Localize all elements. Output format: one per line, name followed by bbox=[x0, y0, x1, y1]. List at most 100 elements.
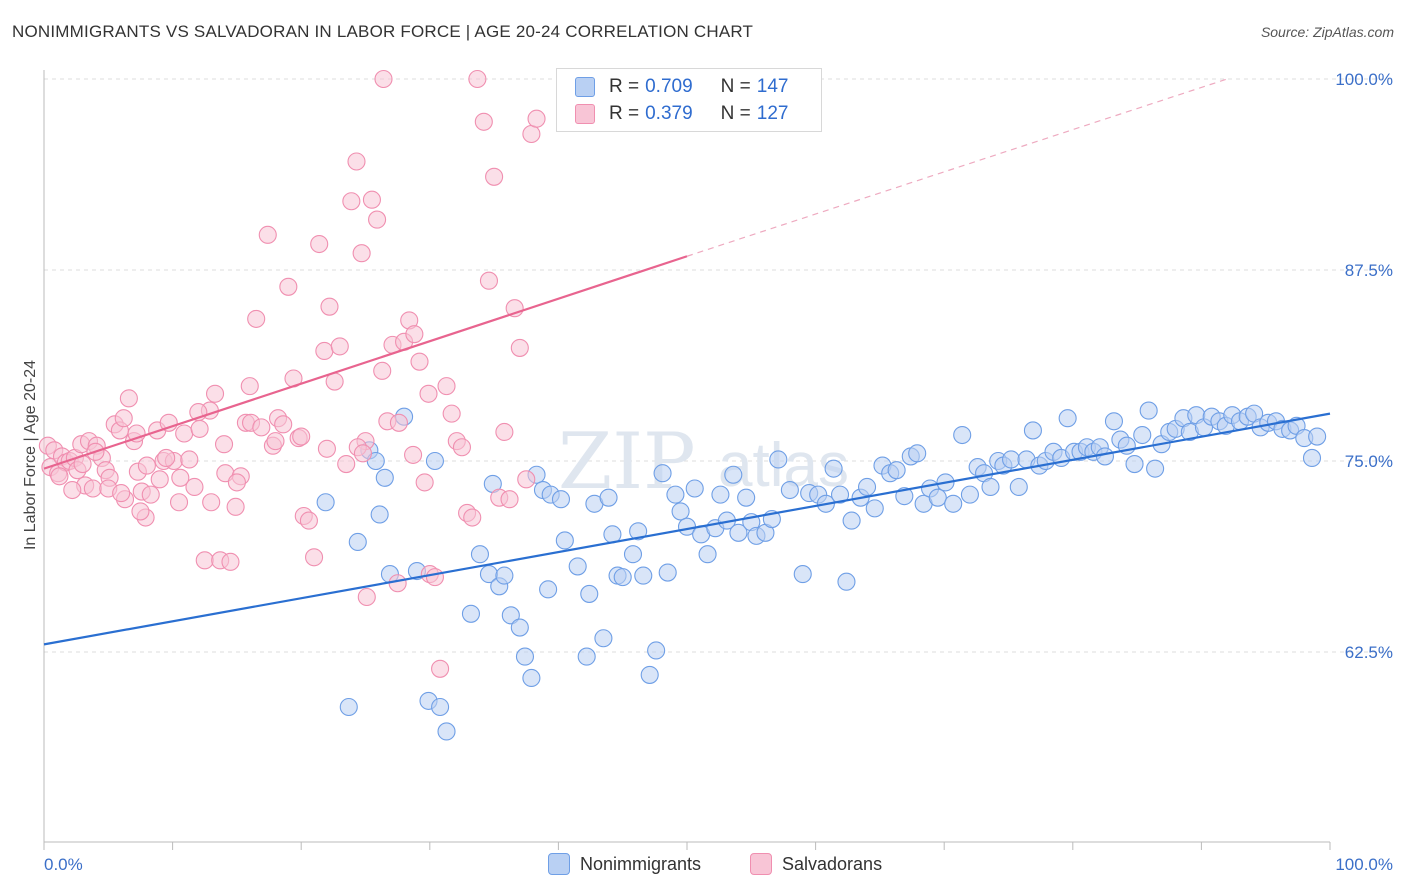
point-salvadorans-12 bbox=[83, 479, 102, 498]
point-salvadorans-90 bbox=[485, 167, 504, 186]
point-nonimmigrants-45 bbox=[658, 563, 677, 582]
point-nonimmigrants-112 bbox=[1133, 425, 1152, 445]
point-salvadorans-86 bbox=[463, 508, 482, 527]
point-salvadorans-114 bbox=[266, 432, 285, 451]
bottom-legend-salvadorans[interactable]: Salvadorans bbox=[750, 850, 882, 878]
point-nonimmigrants-11 bbox=[425, 451, 444, 471]
legend-r-value: 0.379 bbox=[645, 103, 693, 124]
bottom-legend-nonimmigrants[interactable]: Nonimmigrants bbox=[548, 850, 701, 878]
point-salvadorans-66 bbox=[357, 587, 376, 607]
point-nonimmigrants-43 bbox=[647, 641, 666, 660]
point-nonimmigrants-5 bbox=[370, 505, 389, 524]
point-salvadorans-100 bbox=[419, 384, 438, 403]
point-nonimmigrants-0 bbox=[316, 493, 335, 512]
point-nonimmigrants-22 bbox=[515, 647, 535, 666]
chart-title: NONIMMIGRANTS VS SALVADORAN IN LABOR FOR… bbox=[12, 22, 754, 41]
point-salvadorans-55 bbox=[299, 511, 318, 530]
point-nonimmigrants-15 bbox=[470, 545, 490, 564]
point-salvadorans-93 bbox=[500, 490, 519, 509]
point-salvadorans-113 bbox=[214, 435, 234, 454]
legend-n-label: N = bbox=[720, 103, 751, 124]
point-salvadorans-63 bbox=[342, 192, 361, 211]
point-salvadorans-56 bbox=[305, 548, 324, 567]
point-nonimmigrants-62 bbox=[769, 450, 788, 469]
point-nonimmigrants-108 bbox=[1104, 412, 1124, 431]
point-salvadorans-84 bbox=[452, 438, 472, 457]
point-nonimmigrants-68 bbox=[824, 459, 843, 478]
point-nonimmigrants-70 bbox=[837, 572, 856, 591]
legend-n-value: 147 bbox=[756, 76, 789, 97]
point-nonimmigrants-53 bbox=[711, 485, 730, 504]
point-salvadorans-59 bbox=[320, 297, 339, 316]
point-salvadorans-92 bbox=[495, 422, 514, 442]
point-salvadorans-115 bbox=[292, 427, 311, 446]
point-salvadorans-65 bbox=[352, 244, 371, 263]
series-salvadorans-points bbox=[38, 69, 546, 678]
point-salvadorans-77 bbox=[415, 473, 434, 492]
point-nonimmigrants-26 bbox=[539, 580, 558, 599]
point-salvadorans-104 bbox=[227, 473, 246, 492]
point-salvadorans-99 bbox=[374, 69, 393, 89]
point-nonimmigrants-39 bbox=[623, 545, 643, 564]
point-nonimmigrants-30 bbox=[568, 557, 587, 576]
legend-n-value: 127 bbox=[756, 103, 789, 124]
point-nonimmigrants-71 bbox=[842, 511, 861, 530]
y-tick-labels: 62.5% 75.0% 87.5% 100.0% bbox=[1335, 70, 1393, 662]
point-nonimmigrants-19 bbox=[495, 566, 514, 585]
gridlines bbox=[44, 78, 1393, 653]
point-salvadorans-61 bbox=[330, 337, 349, 356]
point-nonimmigrants-29 bbox=[555, 531, 574, 550]
point-salvadorans-79 bbox=[425, 568, 444, 587]
point-nonimmigrants-63 bbox=[780, 480, 799, 500]
y-tick-label-3: 100.0% bbox=[1335, 70, 1393, 89]
point-nonimmigrants-101 bbox=[1058, 409, 1077, 428]
point-nonimmigrants-32 bbox=[580, 584, 599, 603]
point-salvadorans-45 bbox=[247, 309, 266, 328]
trend-line-salvadorans bbox=[43, 255, 688, 470]
legend-r-value: 0.709 bbox=[645, 76, 693, 97]
x-tick-label-max: 100.0% bbox=[1335, 855, 1393, 874]
point-nonimmigrants-77 bbox=[887, 461, 906, 480]
legend-row-salvadorans: R = 0.379 N = 127 bbox=[575, 102, 788, 126]
point-salvadorans-105 bbox=[202, 493, 221, 512]
source-label: Source: ZipAtlas.com bbox=[1260, 24, 1394, 40]
point-salvadorans-34 bbox=[190, 419, 209, 438]
legend-swatch-nonimmigrants bbox=[548, 853, 570, 875]
point-salvadorans-119 bbox=[404, 445, 423, 464]
point-salvadorans-72 bbox=[389, 413, 408, 432]
point-salvadorans-75 bbox=[405, 325, 424, 344]
point-nonimmigrants-56 bbox=[729, 523, 748, 542]
point-nonimmigrants-111 bbox=[1125, 455, 1144, 474]
trend-lines bbox=[43, 78, 1331, 646]
point-nonimmigrants-34 bbox=[594, 629, 613, 648]
point-nonimmigrants-31 bbox=[577, 647, 596, 666]
point-nonimmigrants-137 bbox=[1308, 427, 1327, 446]
point-nonimmigrants-40 bbox=[629, 522, 648, 541]
point-salvadorans-80 bbox=[431, 659, 450, 678]
point-salvadorans-98 bbox=[527, 109, 546, 128]
point-nonimmigrants-20 bbox=[501, 606, 520, 625]
point-nonimmigrants-28 bbox=[551, 490, 571, 509]
point-salvadorans-121 bbox=[63, 480, 82, 500]
point-salvadorans-57 bbox=[310, 234, 329, 254]
point-nonimmigrants-136 bbox=[1302, 448, 1322, 467]
series-nonimmigrants-points bbox=[316, 401, 1327, 741]
point-salvadorans-19 bbox=[114, 409, 133, 428]
point-nonimmigrants-74 bbox=[865, 499, 884, 518]
point-nonimmigrants-35 bbox=[599, 488, 618, 507]
point-salvadorans-108 bbox=[131, 502, 150, 521]
point-nonimmigrants-2 bbox=[348, 532, 367, 552]
point-nonimmigrants-113 bbox=[1139, 401, 1158, 420]
point-nonimmigrants-94 bbox=[1009, 477, 1028, 497]
point-nonimmigrants-51 bbox=[698, 545, 717, 564]
point-nonimmigrants-107 bbox=[1095, 447, 1114, 466]
point-salvadorans-82 bbox=[442, 404, 461, 423]
point-nonimmigrants-47 bbox=[671, 502, 690, 521]
legend-swatch-salvadorans bbox=[575, 104, 595, 124]
point-salvadorans-58 bbox=[315, 341, 334, 361]
point-salvadorans-25 bbox=[141, 485, 160, 504]
point-salvadorans-111 bbox=[157, 448, 176, 467]
point-nonimmigrants-114 bbox=[1146, 459, 1165, 478]
point-nonimmigrants-6 bbox=[375, 468, 394, 487]
